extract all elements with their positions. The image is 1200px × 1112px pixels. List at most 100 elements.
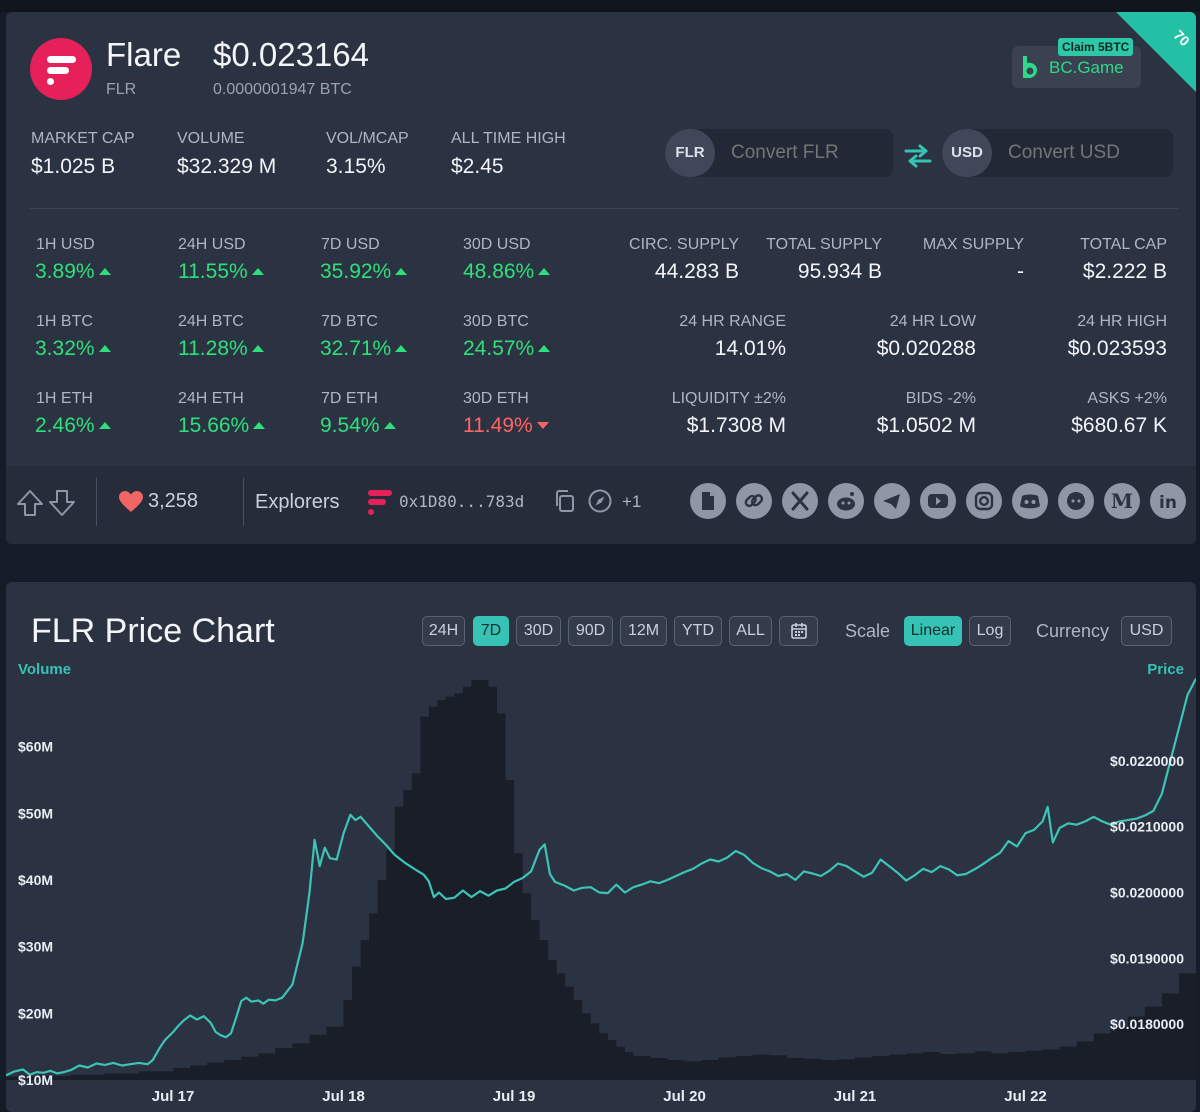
coin-name: Flare	[106, 36, 182, 73]
change-1h-btc-value: 3.32%	[35, 337, 111, 361]
range-24h-button[interactable]: 24H	[422, 616, 465, 646]
volume-value: $32.329 M	[177, 155, 277, 178]
change-1h-eth-value: 2.46%	[35, 414, 111, 438]
high-24h-label: 24 HR HIGH	[1077, 313, 1167, 330]
up-arrow-icon	[98, 268, 111, 275]
bcgame-logo-icon	[1023, 56, 1037, 78]
range-24h-value: 14.01%	[714, 337, 786, 360]
total-supply-label: TOTAL SUPPLY	[766, 236, 882, 253]
ad-claim-badge[interactable]: Claim 5BTC	[1058, 38, 1134, 56]
up-arrow-icon	[538, 345, 551, 352]
change-30d-eth-value: 11.49%	[463, 414, 549, 438]
downvote-arrow-icon[interactable]	[47, 488, 77, 518]
instagram-icon[interactable]	[966, 483, 1002, 519]
ad-brand: BC.Game	[1049, 58, 1124, 77]
range-12m-button[interactable]: 12M	[620, 616, 667, 646]
max-supply-value: -	[1017, 260, 1024, 283]
ath-value: $2.45	[451, 155, 504, 178]
chart-title: FLR Price Chart	[31, 612, 275, 650]
price-axis-title: Price	[1147, 661, 1184, 678]
currency-select[interactable]: USD	[1121, 616, 1172, 646]
calendar-button[interactable]	[779, 616, 818, 646]
currency-label: Currency	[1036, 621, 1110, 641]
reddit-icon[interactable]	[828, 483, 864, 519]
convert-to-field: USD	[942, 129, 1173, 177]
volume-tick-label: $20M	[18, 1005, 53, 1021]
volume-tick-label: $30M	[18, 939, 53, 955]
change-7d-usd-value: 35.92%	[320, 260, 408, 284]
top-strip	[0, 0, 1200, 12]
link-icon[interactable]	[736, 483, 772, 519]
copy-icon[interactable]	[553, 489, 575, 513]
convert-from-currency: FLR	[665, 129, 715, 177]
telegram-icon[interactable]	[874, 483, 910, 519]
circ-supply-label: CIRC. SUPPLY	[629, 236, 739, 253]
asks-value: $680.67 K	[1071, 414, 1167, 437]
price-tick-label: $0.0220000	[1110, 753, 1184, 769]
change-30d-usd-value: 48.86%	[463, 260, 551, 284]
medium-icon[interactable]: M	[1104, 483, 1140, 519]
liquidity-value: $1.7308 M	[686, 414, 786, 437]
asks-label: ASKS +2%	[1087, 390, 1167, 407]
up-arrow-icon	[395, 268, 408, 275]
range-90d-button[interactable]: 90D	[568, 616, 613, 646]
x-tick-label: Jul 17	[152, 1088, 195, 1105]
change-24h-btc-value: 11.28%	[178, 337, 264, 361]
market-cap-value: $1.025 B	[31, 155, 116, 178]
x-icon[interactable]	[782, 483, 818, 519]
x-tick-label: Jul 19	[493, 1088, 536, 1105]
price-chart[interactable]: $10M $20M $30M $40M $50M $60M $0.0180000 $0.019…	[6, 582, 1196, 1112]
max-supply-label: MAX SUPPLY	[922, 236, 1024, 253]
flare-token-icon	[368, 490, 392, 515]
up-arrow-icon	[253, 422, 266, 429]
more-explorers[interactable]: +1	[622, 492, 642, 511]
total-cap-label: TOTAL CAP	[1080, 236, 1167, 253]
convert-usd-input[interactable]	[992, 129, 1173, 177]
bids-value: $1.0502 M	[876, 414, 976, 437]
market-cap-label: MARKET CAP	[31, 130, 135, 147]
upvote-arrow-icon[interactable]	[15, 488, 45, 518]
bids-label: BIDS -2%	[905, 390, 976, 407]
price-tick-label: $0.0200000	[1110, 884, 1184, 900]
scale-linear-button[interactable]: Linear	[904, 616, 962, 646]
change-1h-eth-label: 1H ETH	[36, 390, 93, 407]
change-7d-eth-value: 9.54%	[320, 414, 396, 438]
low-24h-label: 24 HR LOW	[889, 313, 976, 330]
document-icon[interactable]	[690, 483, 726, 519]
change-30d-eth-label: 30D ETH	[463, 390, 529, 407]
price-tick-label: $0.0210000	[1110, 819, 1184, 835]
svg-text:in: in	[1159, 493, 1177, 513]
up-arrow-icon	[98, 345, 111, 352]
x-tick-label: Jul 21	[834, 1088, 877, 1105]
price-tick-label: $0.0190000	[1110, 950, 1184, 966]
scale-label: Scale	[845, 621, 891, 641]
range-all-button[interactable]: ALL	[729, 616, 772, 646]
swap-icon[interactable]	[904, 143, 932, 169]
compass-icon[interactable]	[587, 488, 613, 514]
corner-ribbon[interactable]: 70	[1116, 12, 1196, 92]
github-icon[interactable]	[1058, 483, 1094, 519]
range-30d-button[interactable]: 30D	[516, 616, 561, 646]
discord-icon[interactable]	[1012, 483, 1048, 519]
coin-info-card: Flare FLR $0.023164 0.0000001947 BTC BC.…	[6, 12, 1196, 544]
toolbar-separator	[243, 478, 244, 526]
scale-log-button[interactable]: Log	[969, 616, 1011, 646]
explorers-label: Explorers	[255, 491, 340, 513]
volume-tick-label: $50M	[18, 805, 53, 821]
heart-icon[interactable]	[118, 490, 144, 514]
range-ytd-button[interactable]: YTD	[674, 616, 722, 646]
change-7d-usd-label: 7D USD	[321, 236, 380, 253]
contract-address[interactable]: 0x1D80...783d	[399, 492, 525, 511]
price-chart-card: $10M $20M $30M $40M $50M $60M $0.0180000 $0.019…	[6, 582, 1196, 1112]
calendar-icon	[790, 623, 807, 639]
convert-flr-input[interactable]	[715, 129, 893, 177]
change-24h-usd-label: 24H USD	[178, 236, 246, 253]
range-7d-button[interactable]: 7D	[473, 616, 509, 646]
svg-text:M: M	[1111, 489, 1133, 513]
up-arrow-icon	[538, 268, 551, 275]
likes-count: 3,258	[148, 490, 199, 512]
youtube-icon[interactable]	[920, 483, 956, 519]
plot-area	[6, 672, 1196, 1082]
volume-tick-label: $60M	[18, 739, 53, 755]
linkedin-icon[interactable]: in	[1150, 483, 1186, 519]
